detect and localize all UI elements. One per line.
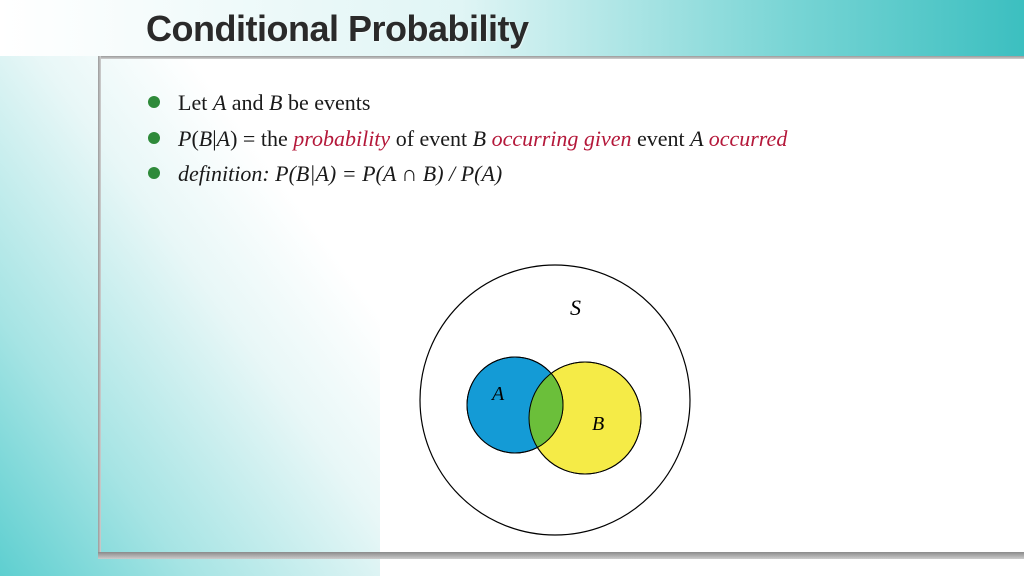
text-segment: ( — [289, 161, 296, 186]
text-segment: = the — [237, 126, 293, 151]
text-segment: A — [383, 161, 402, 186]
content-area: Let A and B be events P(B|A) = the probab… — [148, 88, 984, 195]
text-segment: P — [362, 161, 375, 186]
venn-label-a: A — [490, 383, 505, 405]
bullet-list: Let A and B be events P(B|A) = the probab… — [148, 88, 984, 189]
bullet-item: P(B|A) = the probability of event B occu… — [148, 124, 984, 154]
venn-diagram: S A B — [400, 260, 710, 560]
slide-title: Conditional Probability — [146, 8, 529, 50]
horizontal-rule — [98, 56, 1024, 59]
text-segment: Let — [178, 90, 213, 115]
text-segment: B — [473, 126, 486, 151]
text-segment: and — [226, 90, 269, 115]
bullet-item: Let A and B be events — [148, 88, 984, 118]
text-segment: B — [269, 90, 282, 115]
text-segment: ( — [376, 161, 383, 186]
text-segment: definition: P — [178, 161, 289, 186]
text-segment: be events — [283, 90, 371, 115]
text-segment: B — [417, 161, 436, 186]
text-segment: A — [690, 126, 703, 151]
text-segment: P — [461, 161, 474, 186]
text-segment: ) = — [329, 161, 362, 186]
venn-label-s: S — [570, 295, 581, 320]
text-segment: B — [296, 161, 309, 186]
text-segment: event — [632, 126, 691, 151]
venn-label-b: B — [592, 413, 604, 435]
slide: Conditional Probability Let A and B be e… — [0, 0, 1024, 576]
vertical-rule — [98, 56, 101, 552]
text-segment: probability — [293, 126, 390, 151]
text-segment: occurring given — [486, 126, 631, 151]
text-segment: A — [315, 161, 328, 186]
text-segment: P — [178, 126, 191, 151]
text-segment: B — [199, 126, 212, 151]
text-segment: A — [213, 90, 226, 115]
bullet-item: definition: P(B|A) = P(A ∩ B) / P(A) — [148, 159, 984, 189]
text-segment: occurred — [703, 126, 787, 151]
text-segment: ( — [191, 126, 198, 151]
text-segment: ∩ — [401, 161, 417, 186]
text-segment: A — [481, 161, 494, 186]
text-segment: ) / — [436, 161, 460, 186]
text-segment: ) — [495, 161, 502, 186]
text-segment: of event — [390, 126, 472, 151]
text-segment: A — [217, 126, 230, 151]
